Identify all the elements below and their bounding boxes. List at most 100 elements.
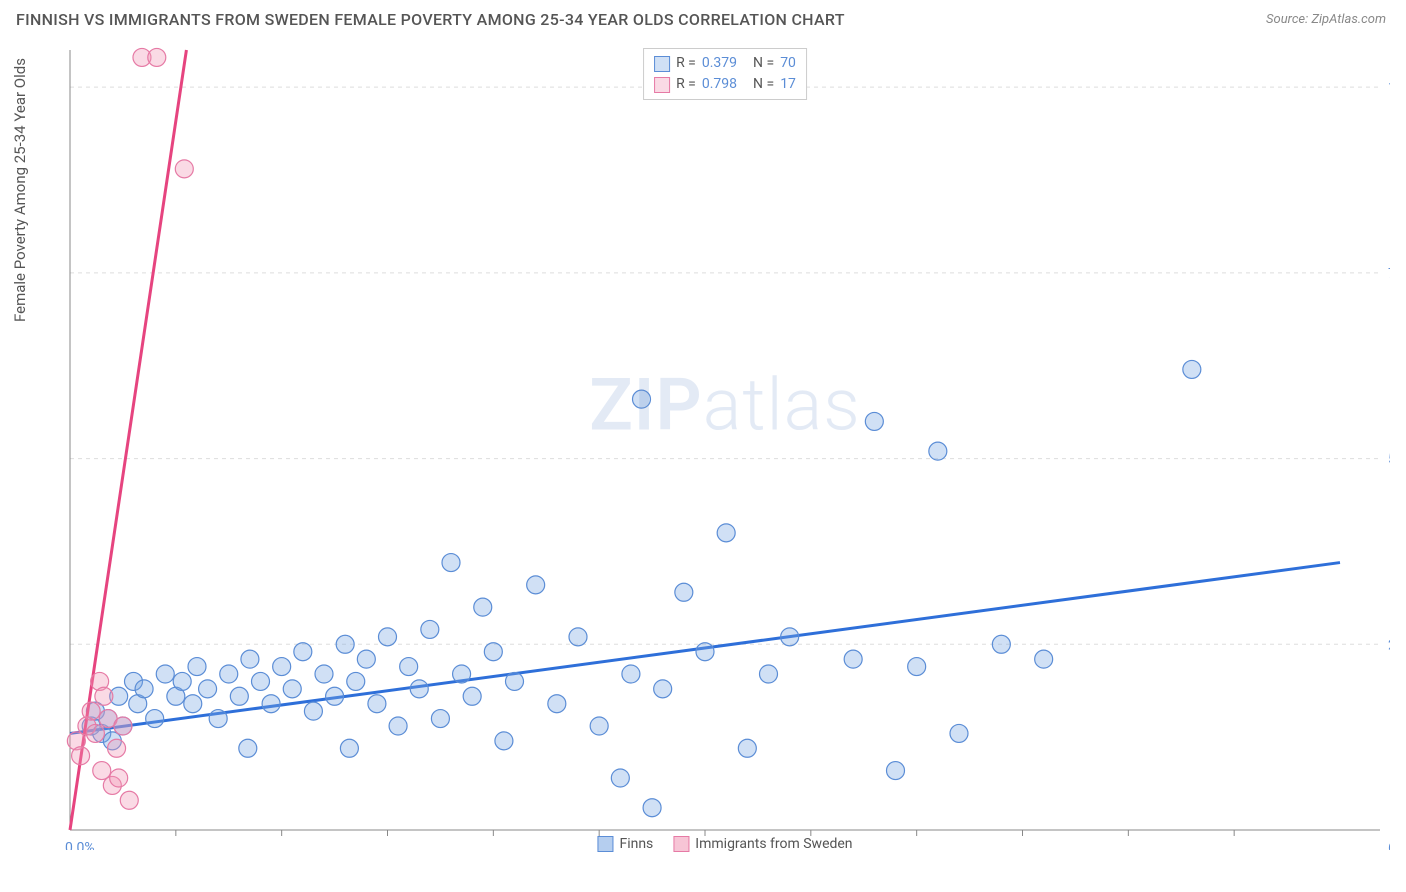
data-point <box>474 598 492 616</box>
series-legend-label: Finns <box>619 836 653 852</box>
chart-header: FINNISH VS IMMIGRANTS FROM SWEDEN FEMALE… <box>0 0 1406 37</box>
data-point <box>173 672 191 690</box>
n-label: N = <box>753 74 774 95</box>
data-point <box>887 762 905 780</box>
data-point <box>992 635 1010 653</box>
data-point <box>675 583 693 601</box>
data-point <box>410 680 428 698</box>
y-tick-label: 75.0% <box>1388 266 1390 282</box>
legend-swatch-icon <box>597 836 613 852</box>
data-point <box>220 665 238 683</box>
source-value: ZipAtlas.com <box>1311 12 1386 27</box>
data-point <box>336 635 354 653</box>
data-point <box>569 628 587 646</box>
data-point <box>146 710 164 728</box>
data-point <box>379 628 397 646</box>
series-legend-label: Immigrants from Sweden <box>695 836 852 852</box>
data-point <box>72 747 90 765</box>
y-tick-label: 50.0% <box>1388 452 1390 468</box>
data-point <box>929 442 947 460</box>
r-label: R = <box>676 74 696 95</box>
data-point <box>717 524 735 542</box>
n-label: N = <box>753 53 774 74</box>
data-point <box>760 665 778 683</box>
correlation-legend-row: R = 0.798N = 17 <box>654 74 796 95</box>
data-point <box>622 665 640 683</box>
data-point <box>908 658 926 676</box>
chart-title: FINNISH VS IMMIGRANTS FROM SWEDEN FEMALE… <box>16 10 845 29</box>
data-point <box>252 672 270 690</box>
data-point <box>633 390 651 408</box>
data-point <box>590 717 608 735</box>
data-point <box>495 732 513 750</box>
data-point <box>135 680 153 698</box>
data-point <box>95 687 113 705</box>
data-point <box>241 650 259 668</box>
x-max-label: 60.0% <box>1388 840 1390 850</box>
series-legend-item: Finns <box>597 836 653 852</box>
data-point <box>781 628 799 646</box>
series-legend: Finns Immigrants from Sweden <box>597 836 852 852</box>
data-point <box>654 680 672 698</box>
data-point <box>120 791 138 809</box>
data-point <box>347 672 365 690</box>
data-point <box>273 658 291 676</box>
y-tick-label: 100.0% <box>1388 80 1390 96</box>
y-axis-label: Female Poverty Among 25-34 Year Olds <box>11 58 29 322</box>
data-point <box>262 695 280 713</box>
data-point <box>315 665 333 683</box>
r-value: 0.379 <box>702 53 737 74</box>
data-point <box>175 160 193 178</box>
data-point <box>357 650 375 668</box>
data-point <box>239 739 257 757</box>
data-point <box>184 695 202 713</box>
data-point <box>108 739 126 757</box>
data-point <box>696 643 714 661</box>
data-point <box>326 687 344 705</box>
data-point <box>453 665 471 683</box>
correlation-legend: R = 0.379 N = 70R = 0.798N = 17 <box>643 48 807 100</box>
data-point <box>421 620 439 638</box>
x-origin-label: 0.0% <box>65 840 95 850</box>
data-point <box>304 702 322 720</box>
data-point <box>209 710 227 728</box>
data-point <box>86 724 104 742</box>
data-point <box>340 739 358 757</box>
data-point <box>294 643 312 661</box>
data-point <box>188 658 206 676</box>
legend-swatch-icon <box>654 56 670 72</box>
y-tick-label: 25.0% <box>1388 637 1390 653</box>
data-point <box>1183 360 1201 378</box>
data-point <box>643 799 661 817</box>
n-value: 17 <box>780 74 796 95</box>
data-point <box>442 554 460 572</box>
data-point <box>484 643 502 661</box>
data-point <box>368 695 386 713</box>
data-point <box>548 695 566 713</box>
data-point <box>199 680 217 698</box>
data-point <box>950 724 968 742</box>
data-point <box>389 717 407 735</box>
data-point <box>527 576 545 594</box>
n-value: 70 <box>780 53 796 74</box>
correlation-legend-row: R = 0.379 N = 70 <box>654 53 796 74</box>
chart-container: Female Poverty Among 25-34 Year Olds 25.… <box>60 40 1390 850</box>
data-point <box>506 672 524 690</box>
data-point <box>82 702 100 720</box>
data-point <box>230 687 248 705</box>
legend-swatch-icon <box>673 836 689 852</box>
data-point <box>114 717 132 735</box>
source-prefix: Source: <box>1266 12 1311 27</box>
data-point <box>283 680 301 698</box>
data-point <box>738 739 756 757</box>
data-point <box>1035 650 1053 668</box>
data-point <box>400 658 418 676</box>
r-label: R = <box>676 53 696 74</box>
scatter-plot: 25.0% 50.0% 75.0% 100.0% 0.0% 60.0% <box>60 40 1390 850</box>
data-point <box>156 665 174 683</box>
data-point <box>431 710 449 728</box>
series-legend-item: Immigrants from Sweden <box>673 836 852 852</box>
data-point <box>611 769 629 787</box>
data-point <box>865 412 883 430</box>
data-point <box>463 687 481 705</box>
